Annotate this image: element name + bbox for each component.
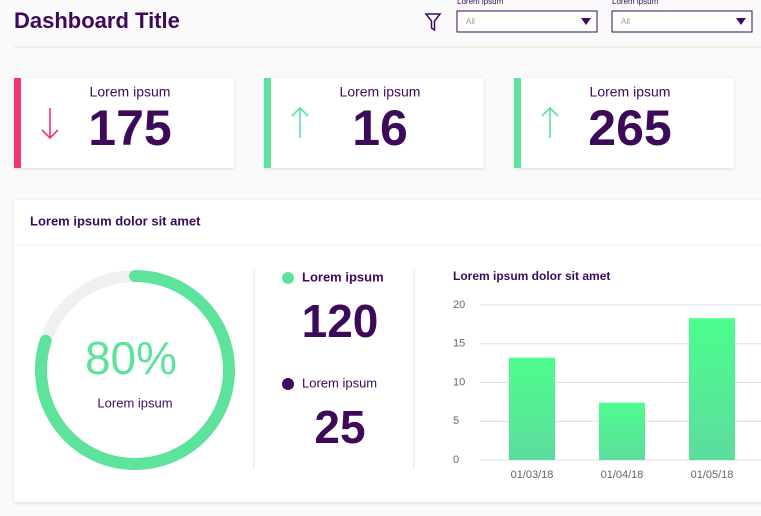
kpi-label: Lorem ipsum xyxy=(90,84,171,100)
stat-label: Lorem ipsum xyxy=(302,375,377,390)
kpi-value: 265 xyxy=(588,100,671,156)
kpi-value: 16 xyxy=(352,100,408,156)
y-tick-label: 0 xyxy=(453,454,459,466)
kpi-accent xyxy=(14,78,21,168)
donut-label: Lorem ipsum xyxy=(97,395,172,410)
legend-dot xyxy=(282,272,294,284)
dropdown-value: All xyxy=(621,17,630,26)
y-tick-label: 15 xyxy=(453,338,465,350)
stat-value: 25 xyxy=(314,401,365,453)
bar xyxy=(509,357,555,460)
trend-arrow xyxy=(41,108,59,140)
kpi-label: Lorem ipsum xyxy=(340,84,421,100)
donut-arc xyxy=(35,270,235,470)
y-tick-label: 10 xyxy=(453,376,465,388)
filter-label: Lorem ipsum xyxy=(612,0,659,6)
stat-value: 120 xyxy=(302,295,379,347)
kpi-value: 175 xyxy=(88,100,171,156)
filter-icon[interactable] xyxy=(424,13,442,32)
kpi-label: Lorem ipsum xyxy=(590,84,671,100)
panel-title: Lorem ipsum dolor sit amet xyxy=(30,213,201,228)
trend-arrow xyxy=(291,106,309,138)
dropdown-arrow xyxy=(581,18,591,25)
trend-arrow xyxy=(541,106,559,138)
kpi-accent xyxy=(514,78,521,168)
x-tick-label: 01/05/18 xyxy=(691,469,734,481)
legend-dot xyxy=(282,378,294,390)
bar xyxy=(689,318,735,460)
dropdown[interactable] xyxy=(456,10,598,33)
stat-label: Lorem ipsum xyxy=(302,269,384,284)
filter-label: Lorem ipsum xyxy=(457,0,504,6)
dropdown-arrow xyxy=(736,18,746,25)
x-tick-label: 01/03/18 xyxy=(511,469,554,481)
header-title: Dashboard Title xyxy=(14,8,180,33)
y-tick-label: 5 xyxy=(453,415,459,427)
chart-title: Lorem ipsum dolor sit amet xyxy=(453,269,610,283)
dropdown[interactable] xyxy=(611,10,753,33)
dropdown-value: All xyxy=(466,17,475,26)
donut-value: 80% xyxy=(85,332,177,384)
bar xyxy=(599,402,645,460)
x-tick-label: 01/04/18 xyxy=(601,469,644,481)
y-tick-label: 20 xyxy=(453,299,465,311)
kpi-accent xyxy=(264,78,271,168)
